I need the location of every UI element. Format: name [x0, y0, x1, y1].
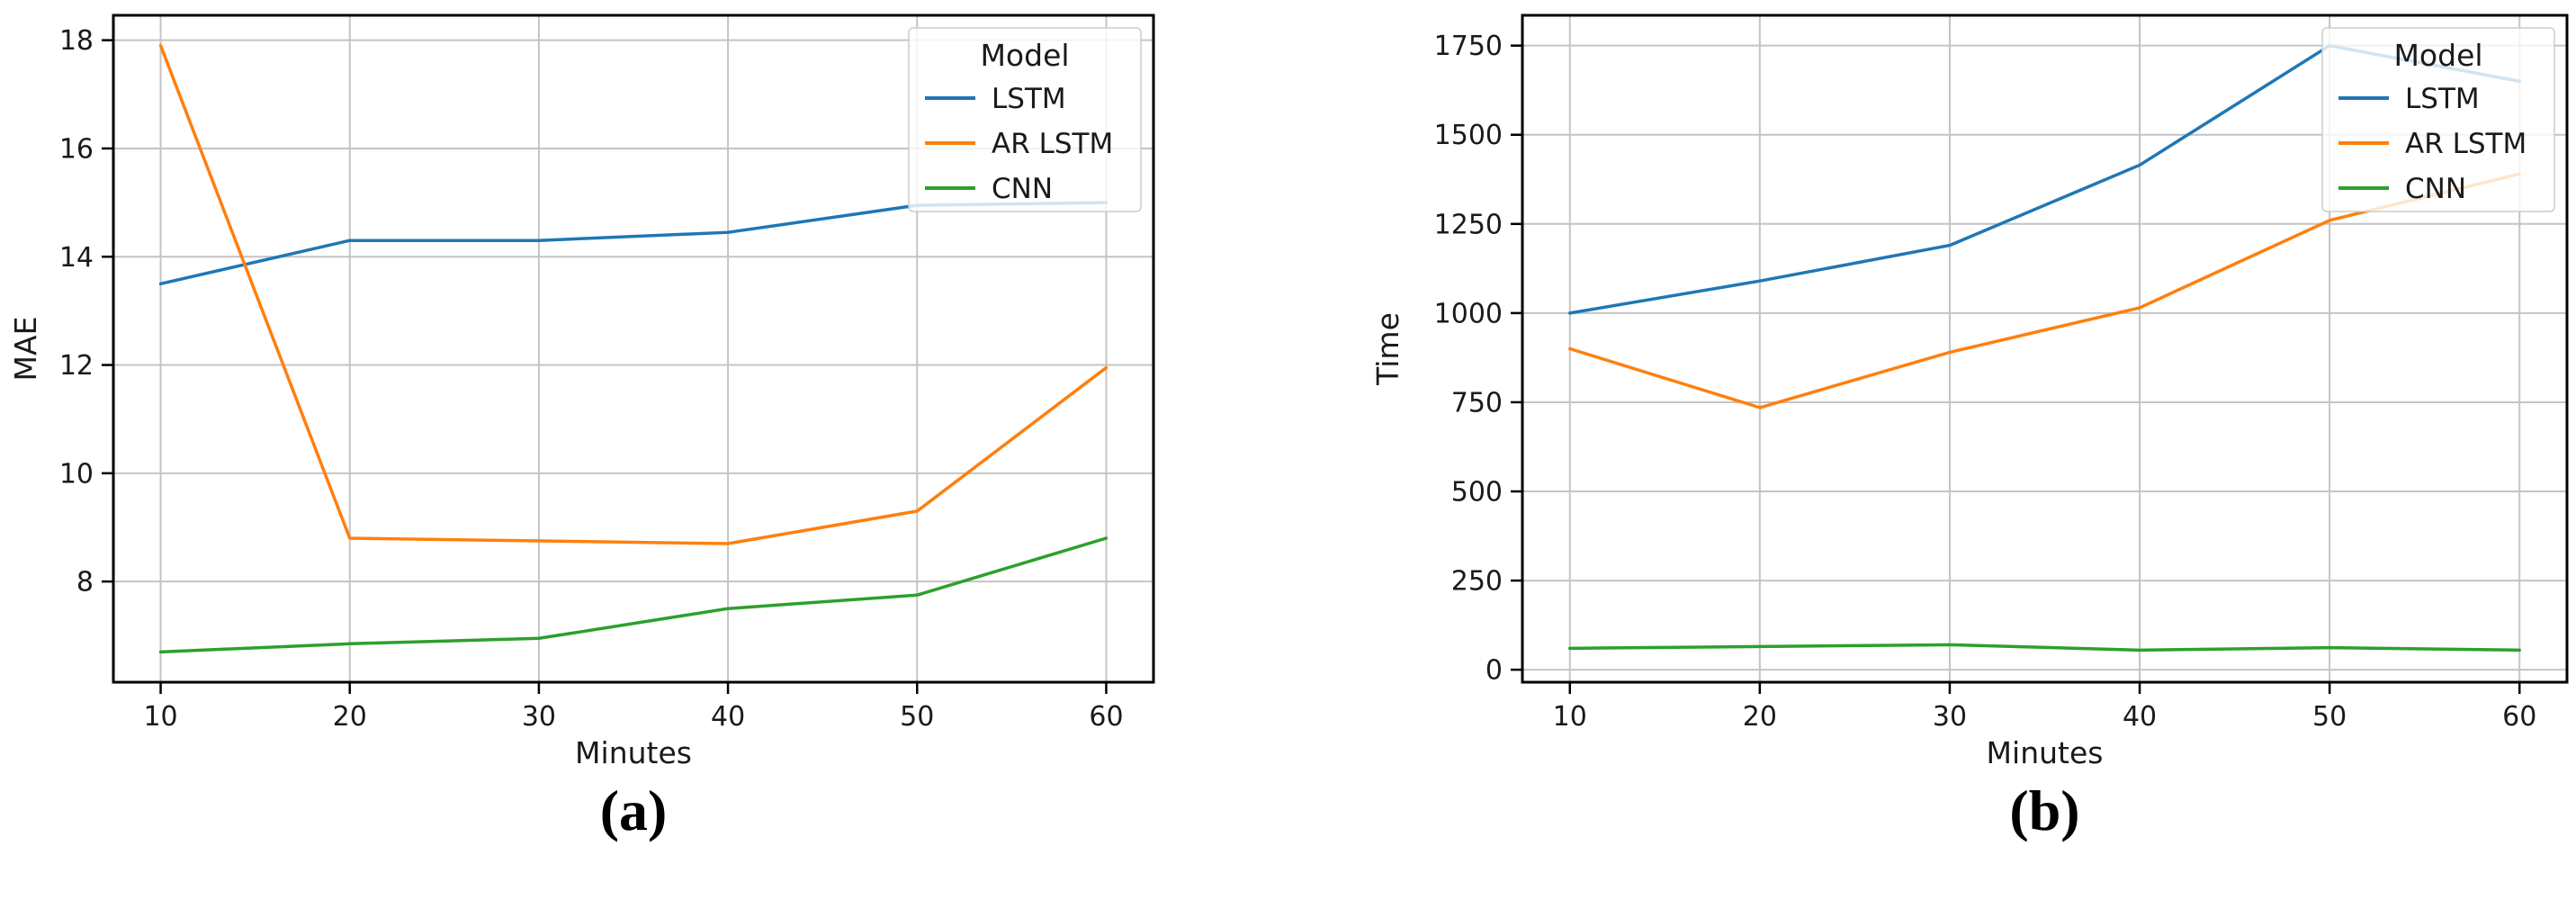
x-tick-label: 20 — [1743, 701, 1777, 733]
chart-b-canvas: 10 20 30 40 50 60 0 250 500 750 1000 1250 1500 1750 Mi… — [1287, 0, 2576, 770]
y-tick-label: 14 — [59, 242, 94, 274]
legend-label-ar-lstm: AR LSTM — [2405, 128, 2527, 160]
x-tick-label: 30 — [522, 701, 556, 733]
legend-label-cnn: CNN — [992, 173, 1053, 205]
y-tick-label: 500 — [1451, 477, 1503, 508]
x-axis-title: Minutes — [1987, 735, 2104, 770]
figure-a: 10 20 30 40 50 60 8 10 12 14 16 18 Minutes MAE Model LS… — [0, 0, 1287, 909]
y-tick-label: 1250 — [1434, 209, 1503, 240]
legend-title: Model — [2393, 38, 2482, 73]
series-line-ar-lstm — [158, 43, 1108, 545]
legend-label-cnn: CNN — [2405, 173, 2466, 205]
series-line-ar-lstm — [1568, 172, 2521, 410]
legend: Model LSTM AR LSTM CNN — [908, 27, 1142, 212]
y-axis-title: MAE — [8, 317, 43, 382]
chart-a-canvas: 10 20 30 40 50 60 8 10 12 14 16 18 Minutes MAE Model LS… — [0, 0, 1287, 770]
y-tick-label: 250 — [1451, 566, 1503, 598]
x-tick-label: 50 — [900, 701, 934, 733]
y-tick-label: 750 — [1451, 387, 1503, 418]
x-tick-label: 50 — [2312, 701, 2347, 733]
figure-b: 10 20 30 40 50 60 0 250 500 750 1000 1250 1500 1750 Mi… — [1287, 0, 2576, 909]
x-axis-title: Minutes — [575, 735, 692, 770]
y-tick-label: 16 — [59, 133, 94, 165]
axes-frame — [1521, 14, 2569, 684]
y-tick-label: 1750 — [1434, 31, 1503, 62]
y-axis-title: Time — [1370, 312, 1405, 386]
legend-title: Model — [980, 38, 1069, 73]
x-tick-label: 10 — [1553, 701, 1587, 733]
x-tick-label: 10 — [143, 701, 177, 733]
legend-label-lstm: LSTM — [2405, 83, 2480, 115]
axes-frame — [112, 14, 1155, 684]
series-line-cnn — [1568, 643, 2521, 652]
legend-label-lstm: LSTM — [992, 83, 1066, 115]
x-tick-label: 30 — [1933, 701, 1967, 733]
y-tick-label: 0 — [1485, 655, 1503, 687]
x-tick-label: 20 — [333, 701, 367, 733]
figure-a-caption: (a) — [599, 778, 668, 842]
legend-box — [2321, 27, 2555, 212]
figure-b-caption: (b) — [2009, 778, 2080, 842]
x-axis: 10 20 30 40 50 60 — [143, 682, 1124, 733]
y-axis: 8 10 12 14 16 18 — [59, 25, 113, 598]
legend-box — [908, 27, 1142, 212]
legend: Model LSTM AR LSTM CNN — [2321, 27, 2555, 212]
y-tick-label: 10 — [59, 458, 94, 490]
x-tick-label: 40 — [711, 701, 745, 733]
series-line-cnn — [158, 536, 1108, 654]
y-axis: 0 250 500 750 1000 1250 1500 1750 — [1434, 31, 1522, 687]
y-tick-label: 1000 — [1434, 298, 1503, 329]
x-tick-label: 60 — [1089, 701, 1123, 733]
legend-label-ar-lstm: AR LSTM — [992, 128, 1113, 160]
y-tick-label: 1500 — [1434, 120, 1503, 151]
y-tick-label: 8 — [76, 567, 94, 598]
y-tick-label: 12 — [59, 350, 94, 382]
y-tick-label: 18 — [59, 25, 94, 57]
x-axis: 10 20 30 40 50 60 — [1553, 682, 2536, 733]
x-tick-label: 40 — [2123, 701, 2157, 733]
x-tick-label: 60 — [2502, 701, 2536, 733]
